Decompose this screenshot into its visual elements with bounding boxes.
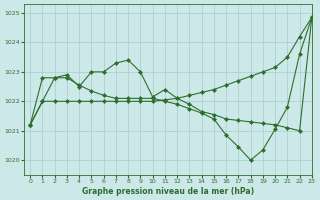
- X-axis label: Graphe pression niveau de la mer (hPa): Graphe pression niveau de la mer (hPa): [82, 187, 254, 196]
